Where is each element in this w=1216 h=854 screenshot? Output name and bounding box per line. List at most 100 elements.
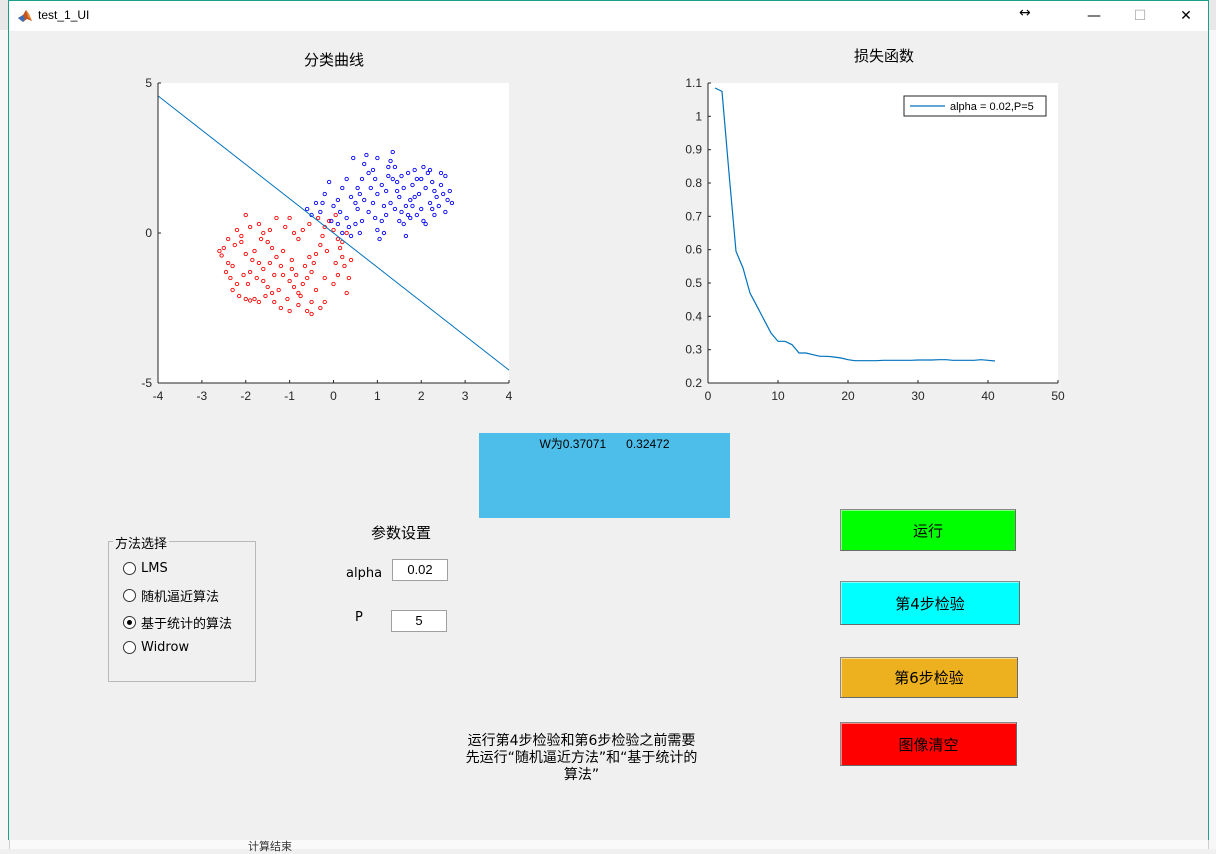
class2-point	[359, 218, 365, 224]
class2-point	[370, 167, 376, 173]
class1-point	[331, 227, 336, 233]
class2-point	[357, 230, 362, 236]
class2-point	[366, 170, 371, 176]
class2-point	[423, 185, 428, 191]
class1-point	[252, 296, 257, 302]
radio-icon[interactable]	[123, 641, 136, 654]
class2-point	[414, 176, 420, 182]
class1-point	[258, 236, 264, 242]
class2-point	[427, 200, 433, 206]
radio-stochastic[interactable]: 随机逼近算法	[123, 586, 219, 605]
class1-point	[252, 248, 257, 254]
class1-point	[335, 272, 341, 278]
maximize-button[interactable]: ☐	[1133, 8, 1147, 24]
class2-point	[412, 194, 417, 200]
class2-point	[379, 182, 384, 188]
class1-point	[285, 296, 290, 302]
class1-point	[241, 272, 246, 278]
alpha-input[interactable]: 0.02	[392, 559, 448, 581]
classification-plot[interactable]: -4 -3 -2 -1 0 1 2 3 4 5 0 -5	[129, 75, 529, 415]
class1-point	[324, 248, 330, 254]
class2-point	[399, 173, 404, 179]
class1-point	[309, 269, 314, 275]
class1-point	[278, 263, 284, 269]
close-button[interactable]: ✕	[1180, 8, 1192, 24]
class1-point	[300, 227, 305, 233]
class1-point	[333, 260, 338, 266]
class1-point	[256, 221, 262, 227]
legend-label: alpha = 0.02,P=5	[950, 101, 1034, 113]
class2-point	[388, 200, 393, 206]
class1-point	[340, 254, 345, 260]
loss-plot[interactable]: 0 10 20 30 40 50 1.1 1 0.9 0.8 0.7 0.6 0.5 0.4 0.3 0.2…	[669, 75, 1079, 415]
class1-point	[283, 224, 288, 230]
class1-point	[276, 287, 281, 293]
radio-lms[interactable]: LMS	[123, 561, 168, 576]
decision-boundary-line	[157, 95, 510, 371]
step4-check-button[interactable]: 第4步检验	[840, 581, 1020, 625]
p-label: P	[355, 610, 363, 625]
class1-point	[263, 293, 268, 299]
radio-statistical[interactable]: 基于统计的算法	[123, 613, 232, 632]
class1-point	[344, 290, 349, 296]
class2-point	[368, 185, 373, 191]
background-window-right	[1208, 30, 1216, 849]
radio-checked-icon[interactable]	[123, 616, 136, 629]
radio-icon[interactable]	[123, 562, 136, 575]
class2-point	[329, 218, 334, 224]
class1-point	[243, 296, 248, 302]
p-input[interactable]: 5	[391, 610, 447, 632]
class1-point	[335, 236, 341, 242]
class2-point	[394, 188, 400, 194]
class2-point	[405, 212, 411, 218]
class1-point	[344, 230, 349, 236]
class2-point	[430, 206, 435, 212]
method-group: 方法选择 LMS 随机逼近算法 基于统计的算法 Widrow	[108, 533, 256, 682]
class2-point	[416, 191, 422, 197]
class2-point	[414, 212, 420, 218]
class1-point	[250, 257, 255, 263]
radio-icon[interactable]	[123, 589, 136, 602]
class2-point	[344, 215, 349, 221]
class1-point	[309, 311, 314, 317]
class1-point	[265, 239, 270, 245]
radio-label: 随机逼近算法	[141, 590, 220, 605]
class1-point	[256, 299, 262, 305]
class1-point	[256, 260, 262, 266]
y-tick-label: 1.1	[685, 76, 702, 90]
class1-point	[267, 260, 273, 266]
class2-point	[344, 176, 349, 182]
class2-point	[445, 197, 450, 203]
class2-point	[313, 200, 319, 206]
class1-point	[348, 257, 354, 263]
class2-point	[364, 152, 369, 158]
class1-point	[219, 253, 224, 258]
class2-point	[423, 221, 428, 227]
note-line: 运行第4步检验和第6步检验之前需要	[467, 733, 696, 749]
clear-plots-button[interactable]: 图像清空	[840, 722, 1017, 766]
class2-point	[390, 176, 395, 182]
step6-check-button[interactable]: 第6步检验	[840, 657, 1018, 698]
class1-point	[305, 308, 310, 314]
class2-point	[425, 170, 430, 176]
class2-point	[392, 164, 398, 170]
class2-point	[353, 200, 358, 206]
class1-point	[239, 239, 244, 245]
class2-point	[443, 173, 448, 179]
class1-point	[230, 287, 235, 293]
run-button[interactable]: 运行	[840, 509, 1016, 551]
method-group-title: 方法选择	[113, 533, 170, 552]
class1-point	[313, 251, 319, 257]
class2-point	[410, 182, 415, 188]
title-bar[interactable]: test_1_UI ↔ — ☐ ✕	[9, 1, 1208, 31]
note-line: 先运行“随机逼近方法”和“基于统计的	[465, 750, 698, 766]
class1-point	[337, 245, 343, 251]
class2-point	[355, 185, 360, 191]
class1-point	[313, 287, 319, 293]
class1-point	[318, 242, 323, 248]
radio-widrow[interactable]: Widrow	[123, 640, 189, 655]
x-tick-label: 1	[374, 389, 381, 403]
minimize-button[interactable]: —	[1087, 8, 1101, 24]
class2-point	[438, 170, 444, 176]
y-tick-label: 0	[145, 226, 152, 240]
